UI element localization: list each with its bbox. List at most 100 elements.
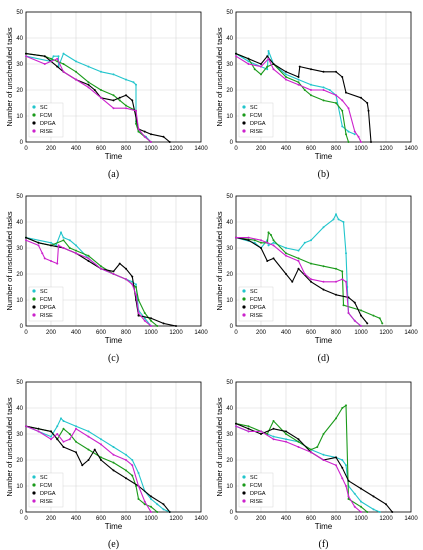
data-point-fcm xyxy=(322,265,325,268)
data-point-fcm xyxy=(347,141,350,143)
data-point-fcm xyxy=(267,231,270,234)
data-point-sc xyxy=(337,218,340,221)
legend-label-dpga: DPGA xyxy=(40,121,56,127)
data-point-sc xyxy=(328,89,331,91)
data-point-fcm xyxy=(68,247,71,249)
data-point-dpga xyxy=(366,102,369,104)
data-point-dpga xyxy=(310,280,312,283)
data-point-rise xyxy=(235,425,237,428)
data-point-rise xyxy=(87,257,90,260)
y-tick-label: 40 xyxy=(226,406,233,412)
legend-label-fcm: FCM xyxy=(40,297,52,303)
data-point-rise xyxy=(260,65,262,68)
legend-label-rise: RISE xyxy=(250,129,263,135)
x-tick-label: 1200 xyxy=(379,516,393,522)
legend-marker-rise xyxy=(32,129,36,133)
data-point-dpga xyxy=(87,260,90,262)
data-point-fcm xyxy=(100,89,102,91)
data-point-fcm xyxy=(272,420,275,422)
legend-marker-fcm xyxy=(32,297,36,301)
data-point-rise xyxy=(50,260,52,262)
data-point-dpga xyxy=(150,317,152,320)
data-point-sc xyxy=(322,453,325,456)
data-point-dpga xyxy=(322,288,325,291)
data-point-fcm xyxy=(137,498,140,500)
y-tick-label: 50 xyxy=(16,380,23,386)
data-point-sc xyxy=(135,83,137,86)
y-axis-label: Number of unscheduled tasks xyxy=(215,211,224,310)
y-tick-label: 50 xyxy=(16,194,23,200)
legend-label-fcm: FCM xyxy=(250,297,262,303)
x-tick-label: 200 xyxy=(46,330,57,336)
data-point-sc xyxy=(68,239,71,242)
data-point-dpga xyxy=(345,91,347,94)
data-point-sc xyxy=(267,50,270,52)
data-point-dpga xyxy=(131,275,134,278)
data-point-dpga xyxy=(370,141,372,143)
data-point-sc xyxy=(322,86,325,89)
chart-panel: 0 200 400 600 800 1000 1200 1400 0 10 20 30 40 50 Time… xyxy=(215,194,418,364)
legend-label-rise: RISE xyxy=(40,129,53,135)
data-point-sc xyxy=(87,430,90,433)
legend-marker-dpga xyxy=(242,305,246,309)
data-point-dpga xyxy=(272,427,275,430)
data-point-sc xyxy=(335,213,337,216)
data-point-rise xyxy=(150,511,152,513)
plot-frame xyxy=(235,381,412,513)
x-tick-label: 200 xyxy=(256,516,267,522)
x-tick-label: 600 xyxy=(306,330,317,336)
data-point-rise xyxy=(112,107,115,110)
data-point-dpga xyxy=(391,511,394,513)
data-point-sc xyxy=(272,435,275,438)
data-point-rise xyxy=(345,485,347,487)
data-point-dpga xyxy=(112,99,115,102)
data-point-rise xyxy=(25,425,27,428)
plot-frame xyxy=(25,381,202,513)
y-tick-label: 40 xyxy=(16,220,23,226)
x-tick-label: 0 xyxy=(24,516,28,522)
x-tick-label: 1200 xyxy=(379,330,393,336)
data-point-fcm xyxy=(285,76,287,78)
data-point-fcm xyxy=(135,122,137,125)
data-point-fcm xyxy=(297,440,300,443)
data-point-sc xyxy=(87,65,90,68)
data-point-rise xyxy=(112,453,115,456)
data-point-fcm xyxy=(297,81,300,84)
y-tick-label: 10 xyxy=(226,298,233,304)
data-point-sc xyxy=(50,435,52,438)
data-point-dpga xyxy=(137,314,140,317)
data-point-rise xyxy=(285,254,287,257)
data-point-rise xyxy=(267,57,270,60)
chart-panel: 0 200 400 600 800 1000 1200 1400 0 10 20 30 40 50 Time… xyxy=(5,194,208,364)
x-tick-label: 0 xyxy=(234,330,238,336)
plot-frame xyxy=(235,195,412,327)
data-point-fcm xyxy=(341,109,344,112)
data-point-rise xyxy=(247,430,250,433)
panel-caption: (f) xyxy=(319,539,329,550)
data-point-rise xyxy=(87,86,90,89)
data-point-fcm xyxy=(125,104,127,107)
legend-marker-dpga xyxy=(32,305,36,309)
series-line-rise xyxy=(235,425,362,513)
data-point-dpga xyxy=(125,477,127,480)
x-tick-label: 400 xyxy=(281,516,292,522)
x-tick-label: 800 xyxy=(331,146,342,152)
data-point-sc xyxy=(310,239,312,242)
data-point-sc xyxy=(50,241,52,244)
data-point-sc xyxy=(310,83,312,86)
data-point-dpga xyxy=(235,52,237,55)
data-point-sc xyxy=(112,73,115,76)
data-point-rise xyxy=(322,89,325,91)
data-point-rise xyxy=(247,63,250,65)
data-point-dpga xyxy=(150,133,152,136)
legend-marker-fcm xyxy=(32,113,36,117)
data-point-sc xyxy=(303,241,306,244)
data-point-rise xyxy=(25,55,27,58)
data-point-rise xyxy=(37,244,40,247)
data-point-sc xyxy=(297,249,300,252)
x-tick-label: 1000 xyxy=(354,516,368,522)
y-tick-label: 0 xyxy=(20,324,24,330)
legend-label-rise: RISE xyxy=(250,499,263,505)
data-point-dpga xyxy=(56,65,59,68)
